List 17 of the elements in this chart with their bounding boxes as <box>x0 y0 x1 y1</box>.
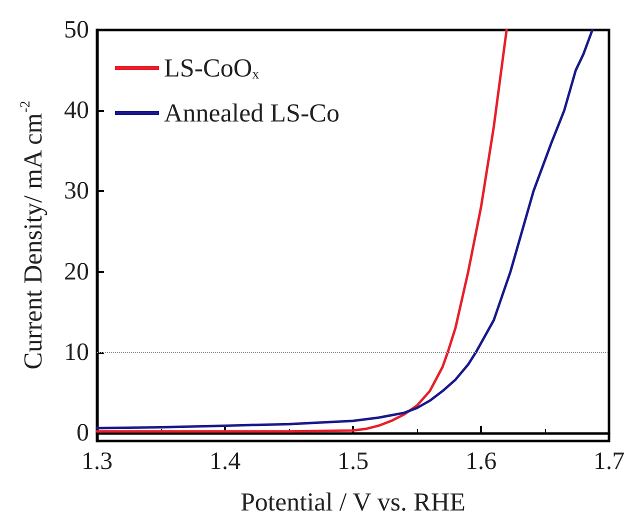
line-series <box>96 28 508 433</box>
y-tick-label: 0 <box>76 419 89 446</box>
line-series <box>96 28 594 430</box>
y-tick-label: 30 <box>64 178 89 205</box>
y-tick-label: 10 <box>64 338 89 366</box>
y-tick-label: 40 <box>64 97 89 124</box>
y-axis-title: Current Density/ mA cm-2 <box>18 100 48 370</box>
x-axis-title: Potential / V vs. RHE <box>240 488 466 516</box>
legend-label: LS-CoOx <box>164 54 260 82</box>
x-tick-label: 1.7 <box>593 448 625 475</box>
x-tick-label: 1.5 <box>337 448 369 475</box>
x-tick-label: 1.6 <box>465 448 497 475</box>
legend-label: Annealed LS-Co <box>164 98 340 128</box>
x-tick-label: 1.4 <box>209 448 242 475</box>
y-tick-label: 20 <box>64 258 89 286</box>
x-tick-label: 1.3 <box>81 448 113 475</box>
y-tick-label: 50 <box>64 16 89 44</box>
